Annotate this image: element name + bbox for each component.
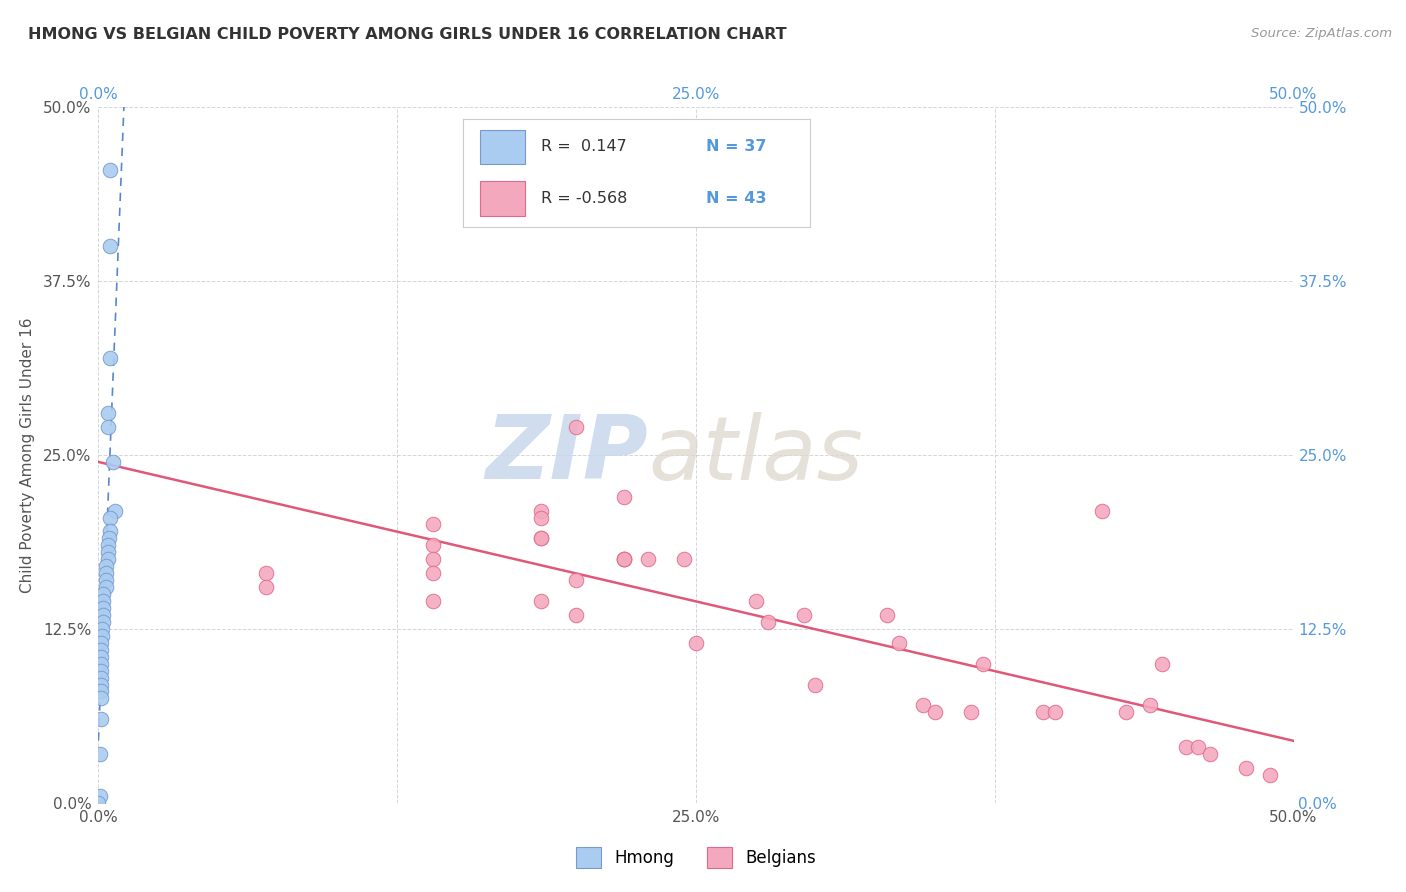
Point — [422, 566, 444, 581]
Point — [87, 796, 110, 810]
Point — [530, 503, 553, 517]
Legend: Hmong, Belgians: Hmong, Belgians — [569, 841, 823, 874]
Point — [89, 789, 111, 803]
Y-axis label: Child Poverty Among Girls Under 16: Child Poverty Among Girls Under 16 — [20, 318, 35, 592]
Point — [91, 607, 114, 622]
Point — [804, 677, 827, 691]
Point — [530, 594, 553, 608]
Point — [1043, 706, 1066, 720]
Point — [1199, 747, 1222, 761]
Point — [94, 573, 117, 587]
Point — [97, 406, 120, 420]
Point — [1175, 740, 1198, 755]
Point — [613, 552, 636, 566]
Point — [924, 706, 946, 720]
Point — [90, 636, 112, 650]
Point — [94, 566, 117, 581]
Point — [960, 706, 983, 720]
Point — [98, 239, 122, 253]
Point — [98, 162, 122, 177]
Point — [613, 490, 636, 504]
Point — [89, 747, 111, 761]
Text: ZIP: ZIP — [485, 411, 648, 499]
Point — [94, 559, 117, 574]
Point — [91, 629, 114, 643]
Text: HMONG VS BELGIAN CHILD POVERTY AMONG GIRLS UNDER 16 CORRELATION CHART: HMONG VS BELGIAN CHILD POVERTY AMONG GIR… — [28, 27, 787, 42]
Point — [1258, 768, 1281, 782]
Text: atlas: atlas — [648, 412, 863, 498]
Point — [91, 615, 114, 629]
Point — [1091, 503, 1114, 517]
Point — [97, 552, 120, 566]
Point — [756, 615, 779, 629]
Point — [673, 552, 696, 566]
Point — [98, 532, 121, 546]
Point — [90, 664, 112, 678]
Point — [91, 601, 114, 615]
Point — [889, 636, 911, 650]
Point — [104, 503, 127, 517]
Point — [565, 420, 588, 434]
Point — [97, 538, 120, 552]
Point — [793, 607, 815, 622]
Point — [98, 524, 122, 539]
Point — [254, 580, 277, 594]
Point — [91, 622, 114, 636]
Point — [90, 712, 112, 726]
Point — [98, 510, 122, 524]
Point — [1152, 657, 1174, 671]
Point — [254, 566, 277, 581]
Point — [94, 580, 117, 594]
Point — [1187, 740, 1209, 755]
Point — [613, 552, 636, 566]
Point — [422, 538, 444, 552]
Point — [637, 552, 659, 566]
Point — [1234, 761, 1257, 775]
Text: Source: ZipAtlas.com: Source: ZipAtlas.com — [1251, 27, 1392, 40]
Point — [97, 545, 120, 559]
Point — [90, 657, 112, 671]
Point — [90, 649, 112, 664]
Point — [972, 657, 994, 671]
Point — [90, 684, 112, 698]
Point — [530, 532, 553, 546]
Point — [90, 642, 112, 657]
Point — [565, 607, 588, 622]
Point — [97, 420, 120, 434]
Point — [422, 552, 444, 566]
Point — [1139, 698, 1161, 713]
Point — [90, 677, 112, 691]
Point — [91, 587, 114, 601]
Point — [530, 510, 553, 524]
Point — [91, 594, 114, 608]
Point — [565, 573, 588, 587]
Point — [876, 607, 898, 622]
Point — [422, 517, 444, 532]
Point — [90, 671, 112, 685]
Point — [1032, 706, 1054, 720]
Point — [98, 351, 122, 365]
Point — [1115, 706, 1137, 720]
Point — [422, 594, 444, 608]
Point — [613, 552, 636, 566]
Point — [530, 532, 553, 546]
Point — [912, 698, 935, 713]
Point — [745, 594, 768, 608]
Point — [685, 636, 707, 650]
Point — [90, 691, 112, 706]
Point — [101, 455, 124, 469]
